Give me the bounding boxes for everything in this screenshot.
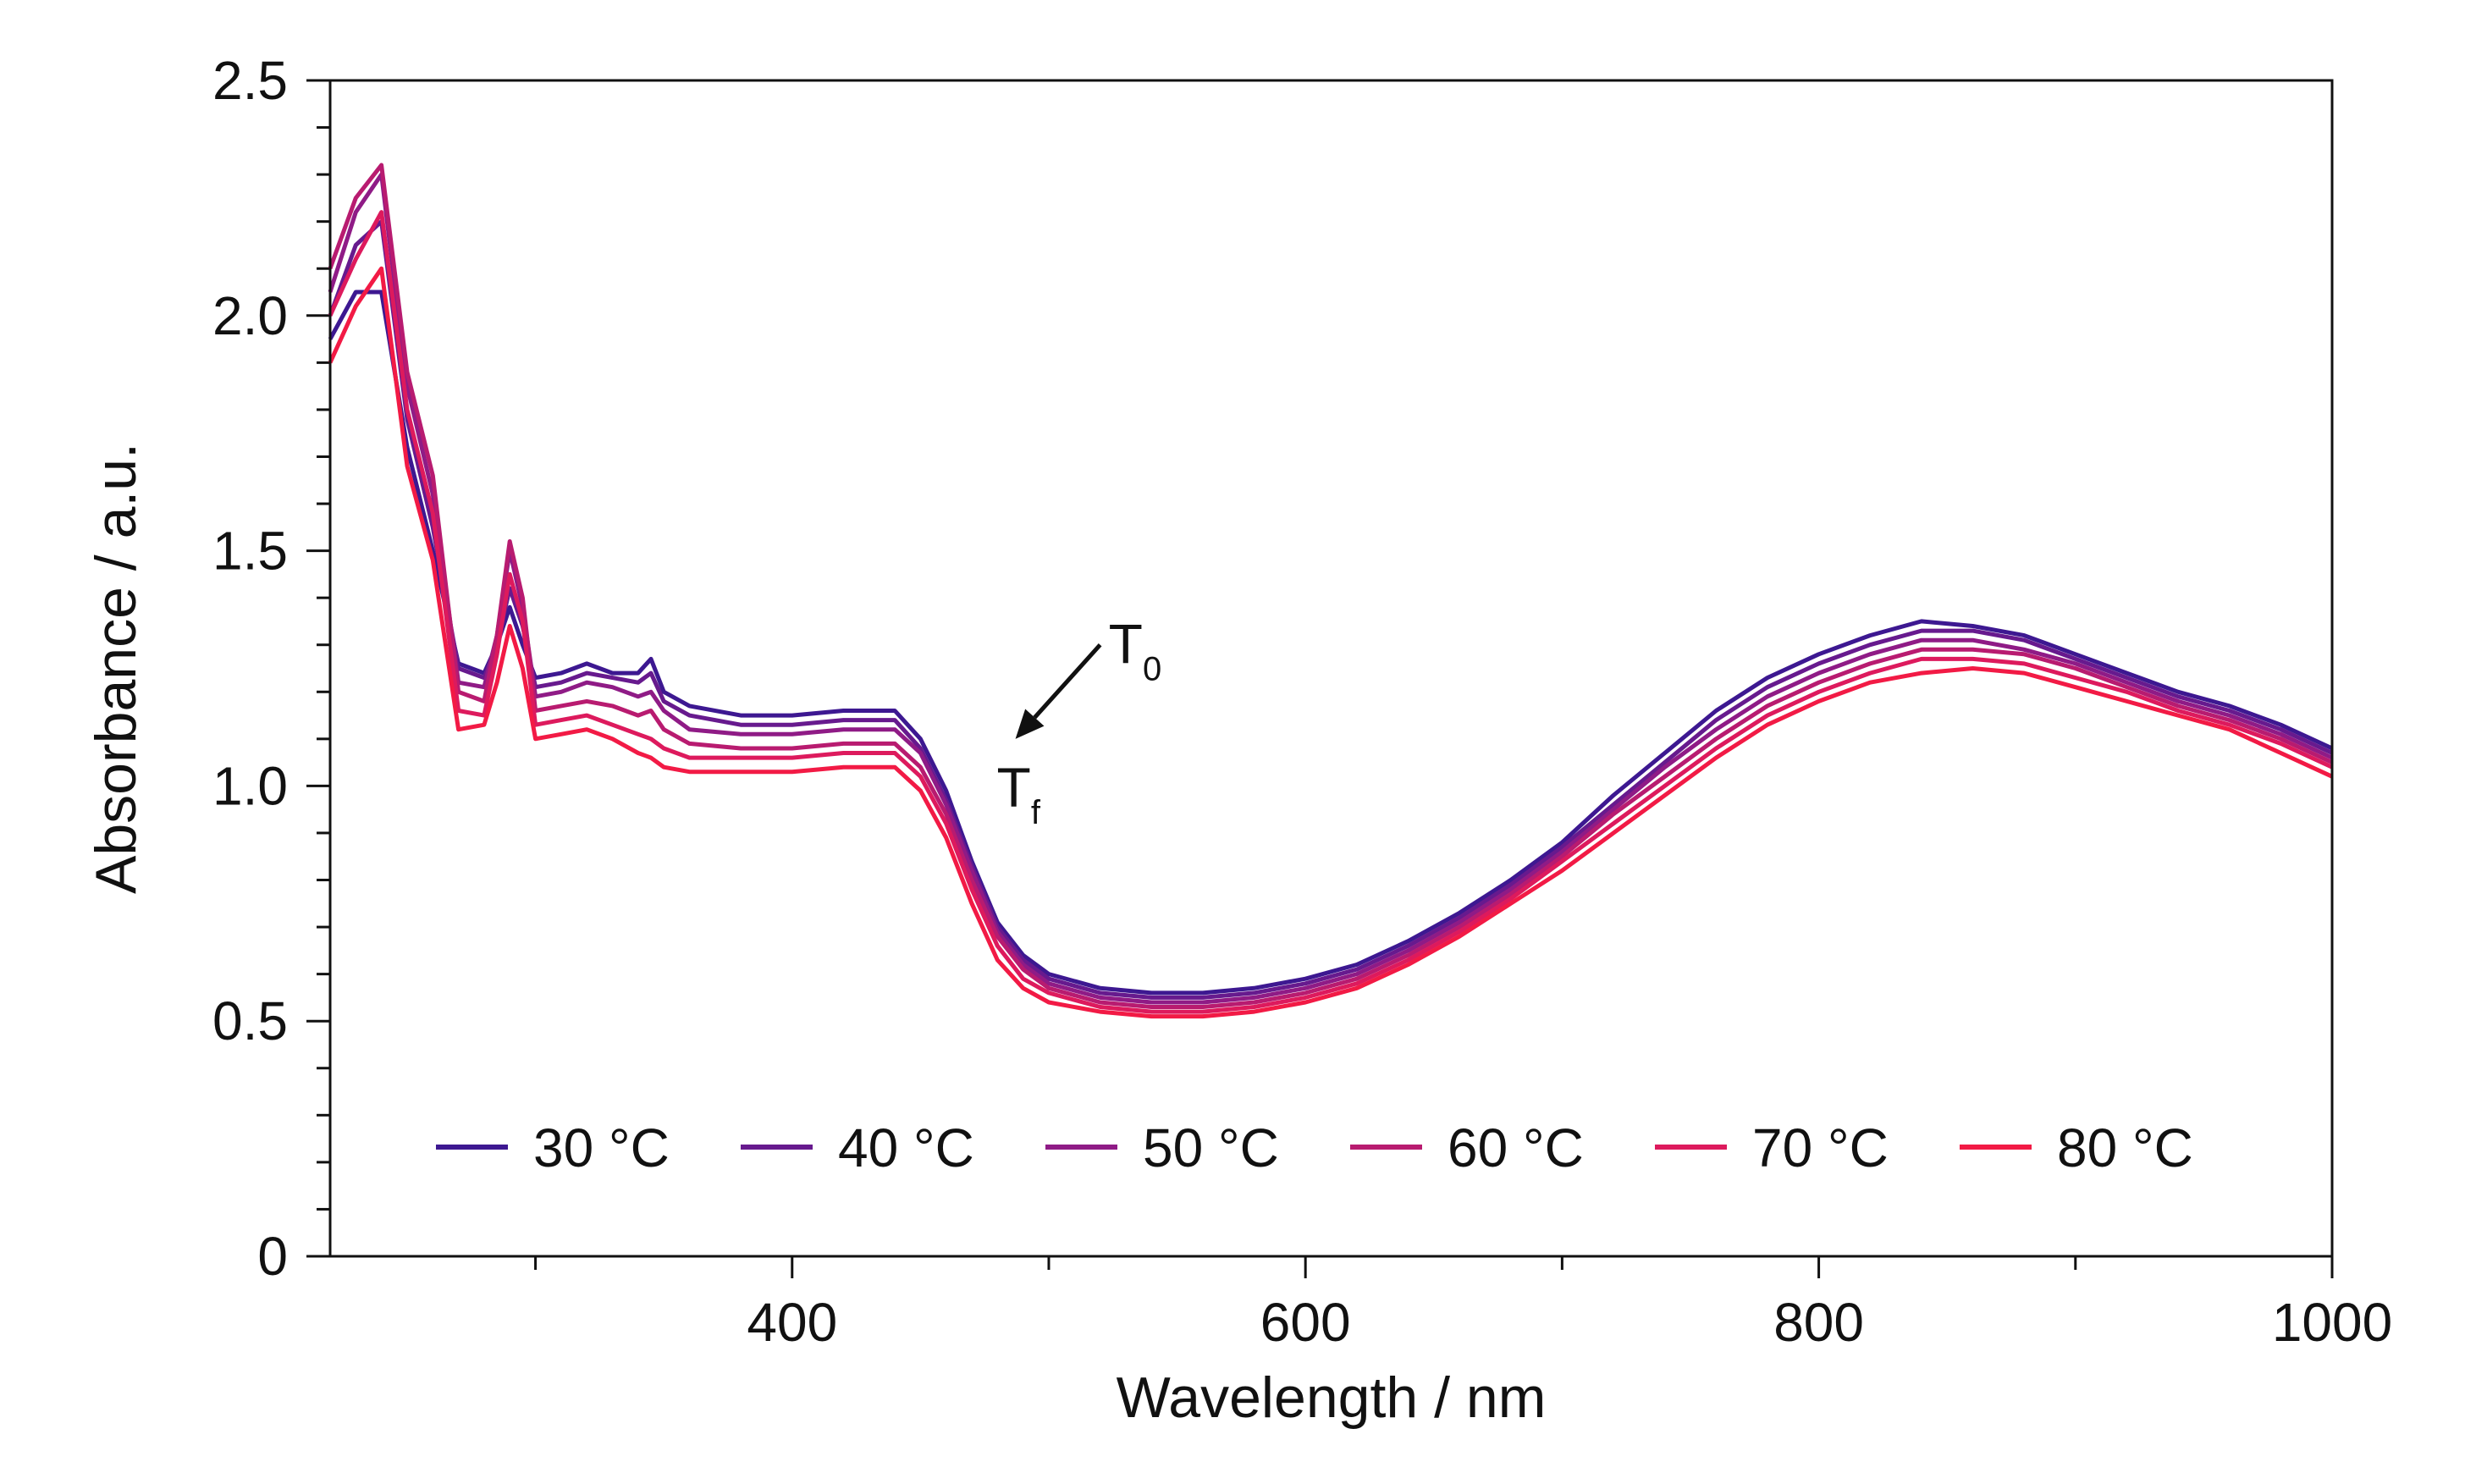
y-tick-label: 2.5	[212, 50, 288, 111]
annotation-t-initial-subscript: 0	[1143, 651, 1161, 688]
annotation-t-initial: T0	[1109, 613, 1162, 688]
x-tick-label: 400	[747, 1292, 837, 1353]
annotation-t-final-main: T	[997, 756, 1031, 819]
annotation-t-final-subscript: f	[1031, 794, 1041, 831]
y-tick-label: 0.5	[212, 990, 288, 1051]
x-tick-label: 600	[1260, 1292, 1351, 1353]
series-line	[328, 163, 2334, 1009]
trend-arrow	[1033, 643, 1102, 720]
series-line	[328, 266, 2334, 1019]
x-axis-title: Wavelength / nm	[1117, 1365, 1547, 1430]
legend: 30 °C 40 °C 50 °C 60 °C 70 °C 80 °C	[436, 1117, 2193, 1178]
axis-ticks	[306, 79, 2334, 1278]
x-tick-label: 1000	[2272, 1292, 2392, 1353]
annotation-t-initial-main: T	[1109, 613, 1143, 676]
plot-area-frame	[328, 79, 2334, 1258]
annotation-t-final: Tf	[997, 756, 1041, 831]
legend-label: 80 °C	[2057, 1117, 2193, 1178]
y-tick-label: 1.0	[212, 755, 288, 816]
legend-label: 30 °C	[533, 1117, 670, 1178]
legend-label: 50 °C	[1143, 1117, 1279, 1178]
temperature-trend-annotation: T0 Tf	[997, 613, 1162, 831]
legend-label: 70 °C	[1752, 1117, 1889, 1178]
trend-arrowhead	[1015, 709, 1045, 739]
tick-labels: 400 600 800 1000 0 0.5 1.0 1.5 2.0 2.5	[212, 50, 2392, 1353]
legend-label: 40 °C	[838, 1117, 974, 1178]
x-tick-label: 800	[1773, 1292, 1864, 1353]
series-line	[328, 290, 2334, 996]
legend-label: 60 °C	[1448, 1117, 1584, 1178]
y-tick-label: 0	[257, 1226, 288, 1287]
y-tick-label: 1.5	[212, 521, 288, 582]
series-lines	[328, 163, 2334, 1019]
y-tick-label: 2.0	[212, 285, 288, 346]
y-axis-title: Absorbance / a.u.	[84, 443, 148, 894]
series-line	[328, 210, 2334, 1014]
